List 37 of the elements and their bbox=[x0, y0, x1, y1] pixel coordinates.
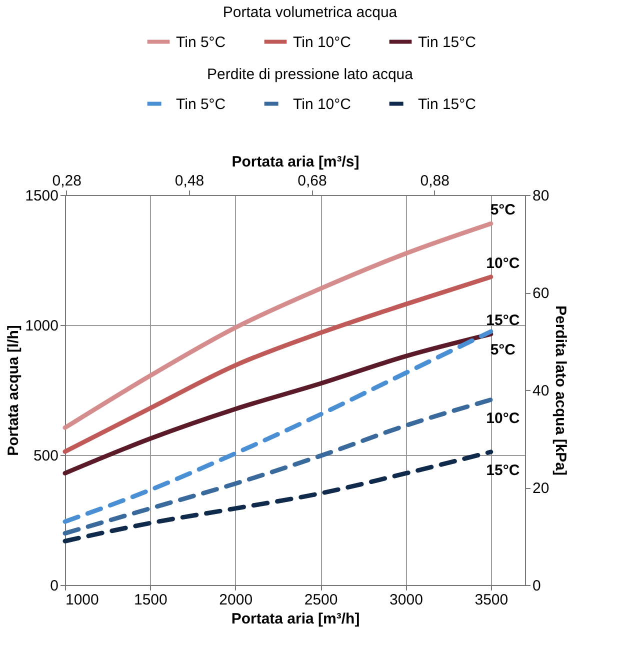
legend-label: Tin 15°C bbox=[418, 96, 476, 113]
y2-tick-label: 80 bbox=[532, 188, 550, 204]
y2-tick-label: 60 bbox=[532, 285, 550, 302]
legend-label: Tin 5°C bbox=[176, 96, 226, 113]
y-tick-label: 1500 bbox=[25, 188, 58, 204]
x-tick-label: 3500 bbox=[474, 592, 508, 608]
annotation: 10°C bbox=[486, 410, 520, 427]
y2-tick-label: 20 bbox=[532, 480, 550, 497]
legend-label: Tin 10°C bbox=[293, 34, 352, 51]
x-tick-label: 1000 bbox=[66, 592, 99, 608]
x-tick-label: 2500 bbox=[304, 592, 338, 608]
text: Portata volumetrica acqua bbox=[222, 4, 398, 21]
annotation: 5°C bbox=[490, 202, 516, 219]
annotation: 15°C bbox=[486, 462, 520, 479]
annotation: 15°C bbox=[486, 312, 520, 330]
y2-tick-label: 40 bbox=[532, 382, 550, 400]
y-tick-label: 500 bbox=[33, 448, 58, 464]
annotation: 10°C bbox=[486, 254, 520, 272]
x2-tick-label: 0,28 bbox=[52, 172, 82, 190]
x-tick-label: 3000 bbox=[390, 592, 423, 608]
x-tick-label: 1500 bbox=[134, 592, 168, 608]
x-axis-title: Portata aria [m³/h] bbox=[231, 610, 360, 628]
y2-axis-title: Perdita lato acqua [kPa] bbox=[552, 305, 570, 476]
y-tick-label: 0 bbox=[50, 578, 58, 594]
y-tick-label: 1000 bbox=[25, 318, 58, 334]
x2-tick-label: 0,48 bbox=[174, 172, 204, 190]
y2-tick-label: 0 bbox=[532, 578, 541, 594]
x-tick-label: 2000 bbox=[219, 592, 253, 608]
text: Perdite di pressione lato acqua bbox=[207, 66, 413, 83]
x2-axis-title: Portata aria [m³/s] bbox=[232, 154, 360, 170]
legend-label: Tin 15°C bbox=[418, 34, 476, 51]
x2-tick-label: 0,68 bbox=[298, 172, 327, 190]
annotation: 5°C bbox=[490, 342, 516, 358]
y-axis-title: Portata acqua [l/h] bbox=[5, 325, 22, 456]
legend-label: Tin 10°C bbox=[293, 96, 352, 113]
x2-tick-label: 0,88 bbox=[420, 172, 450, 190]
legend-label: Tin 5°C bbox=[176, 34, 226, 51]
